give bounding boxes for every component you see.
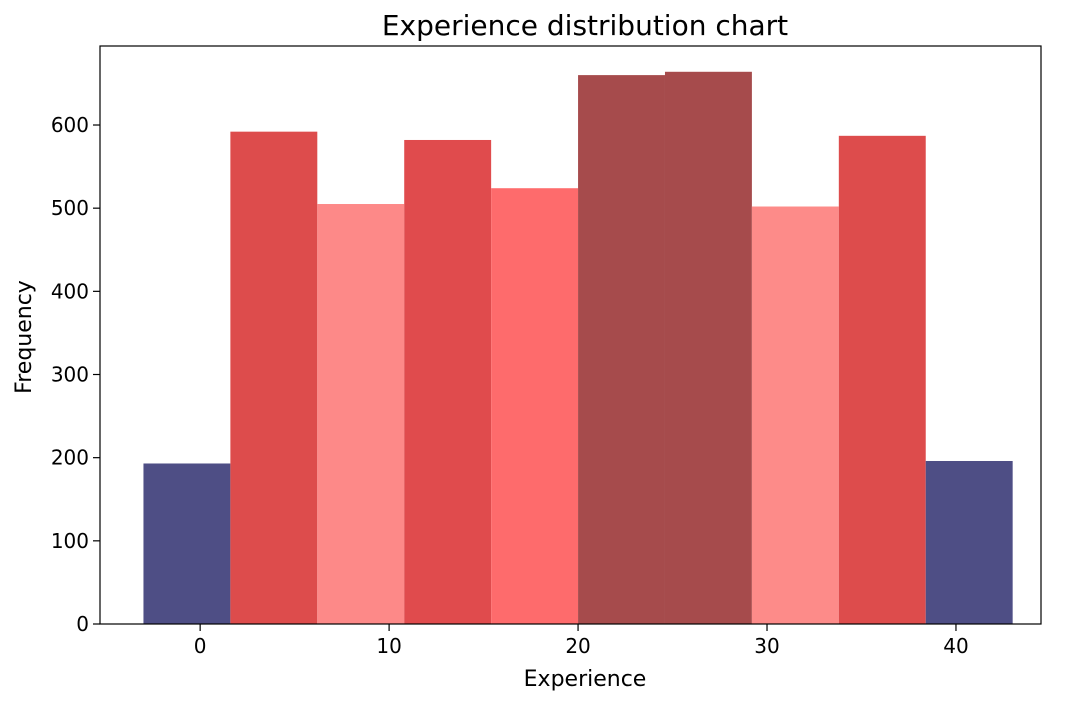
histogram-bar-3 xyxy=(404,139,492,624)
y-tick-label-4: 400 xyxy=(51,279,89,303)
x-axis-ticks: 0 10 20 30 40 xyxy=(194,624,969,658)
y-tick-label-3: 300 xyxy=(51,363,89,387)
x-tick-label-2: 20 xyxy=(565,634,590,658)
histogram-bar-2 xyxy=(317,204,405,624)
histogram-bar-8 xyxy=(838,135,926,624)
y-tick-label-6: 600 xyxy=(51,113,89,137)
x-axis-label: Experience xyxy=(524,667,647,692)
y-tick-label-0: 0 xyxy=(76,612,89,636)
x-tick-label-4: 40 xyxy=(943,634,968,658)
plot-frame xyxy=(99,45,1042,625)
histogram-bar-9 xyxy=(925,460,1013,624)
y-tick-label-2: 200 xyxy=(51,446,89,470)
histogram-bar-6 xyxy=(664,71,752,624)
y-tick-label-1: 100 xyxy=(51,529,89,553)
y-axis-label: Frequency xyxy=(12,280,37,394)
histogram-bar-5 xyxy=(578,75,665,624)
histogram-bar-0 xyxy=(143,463,231,624)
x-tick-label-3: 30 xyxy=(754,634,779,658)
y-axis-ticks: 0 100 200 300 400 500 600 xyxy=(51,113,100,636)
bars-group xyxy=(143,71,1013,625)
x-tick-label-0: 0 xyxy=(194,634,207,658)
chart-title: Experience distribution chart xyxy=(382,9,788,42)
histogram-bar-1 xyxy=(230,131,318,624)
histogram-bar-4 xyxy=(491,188,579,624)
histogram-bar-7 xyxy=(751,206,839,625)
y-tick-label-5: 500 xyxy=(51,196,89,220)
x-tick-label-1: 10 xyxy=(376,634,401,658)
